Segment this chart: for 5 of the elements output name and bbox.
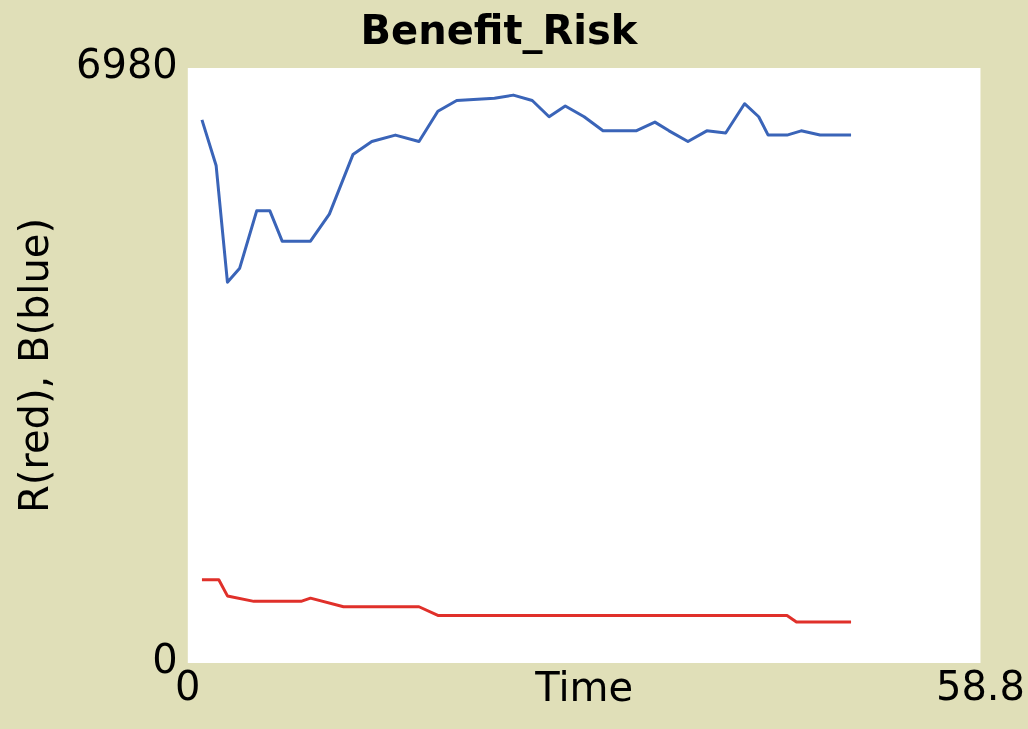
y-axis-title: R(red), B(blue) (11, 217, 58, 514)
x-tick-label: 58.8 (935, 663, 1025, 710)
y-tick-label: 6980 (76, 41, 178, 88)
chart-title: Benefit_Risk (360, 7, 639, 55)
x-axis-title: Time (534, 664, 634, 711)
